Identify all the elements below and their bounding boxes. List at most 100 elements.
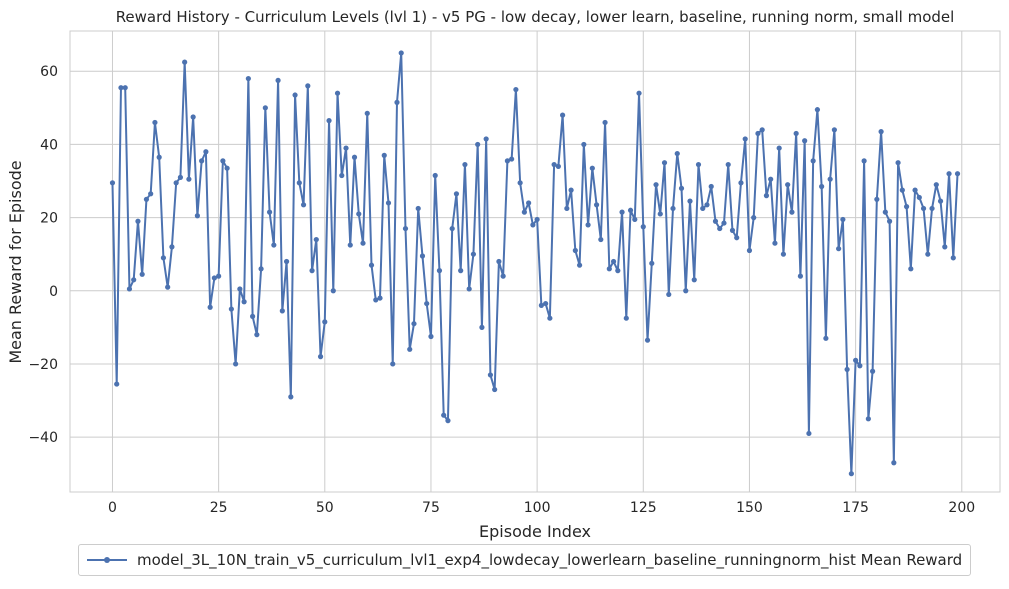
data-point bbox=[844, 366, 850, 373]
data-point bbox=[848, 471, 854, 477]
data-point bbox=[114, 381, 120, 387]
data-point bbox=[593, 202, 600, 208]
data-point bbox=[160, 255, 167, 261]
data-point bbox=[606, 266, 612, 272]
data-point bbox=[610, 258, 617, 265]
data-point bbox=[419, 253, 426, 259]
legend-label: model_3L_10N_train_v5_curriculum_lvl1_ex… bbox=[137, 551, 963, 569]
data-point bbox=[704, 202, 710, 208]
data-point bbox=[772, 240, 778, 246]
data-point bbox=[674, 150, 680, 157]
data-point bbox=[224, 165, 230, 171]
x-axis-label: Episode Index bbox=[479, 522, 591, 541]
y-tick-label: 40 bbox=[40, 137, 58, 153]
x-tick-label: 25 bbox=[210, 500, 228, 516]
data-point bbox=[768, 176, 774, 182]
data-point bbox=[538, 302, 544, 308]
data-point bbox=[589, 165, 595, 171]
data-point bbox=[211, 275, 217, 281]
data-point bbox=[861, 158, 867, 164]
x-tick-label: 175 bbox=[842, 500, 869, 516]
data-point bbox=[517, 180, 523, 186]
data-point bbox=[186, 176, 192, 182]
data-point bbox=[802, 138, 808, 144]
data-point bbox=[806, 430, 812, 437]
data-point bbox=[199, 158, 205, 164]
data-point bbox=[305, 83, 311, 89]
data-point bbox=[823, 335, 829, 341]
data-point bbox=[712, 218, 719, 224]
data-point bbox=[466, 286, 472, 292]
data-point bbox=[763, 193, 770, 199]
data-point bbox=[385, 200, 392, 206]
data-point bbox=[725, 161, 731, 168]
data-point bbox=[296, 180, 302, 186]
series-markers bbox=[109, 50, 961, 477]
data-point bbox=[729, 227, 736, 233]
data-point bbox=[309, 268, 315, 274]
data-point bbox=[356, 211, 362, 217]
data-point bbox=[780, 251, 787, 257]
data-point bbox=[687, 198, 693, 204]
data-point bbox=[878, 129, 884, 135]
data-point bbox=[882, 209, 888, 215]
data-point bbox=[751, 215, 757, 221]
data-point bbox=[254, 332, 260, 338]
data-point bbox=[691, 277, 697, 283]
data-point bbox=[109, 180, 116, 186]
data-point bbox=[216, 273, 222, 279]
data-point bbox=[262, 105, 268, 111]
data-point bbox=[233, 361, 239, 367]
data-point bbox=[925, 251, 931, 257]
data-point bbox=[283, 258, 290, 265]
data-point bbox=[920, 205, 927, 212]
data-point bbox=[470, 251, 477, 257]
data-point bbox=[368, 262, 375, 268]
data-point bbox=[220, 158, 226, 164]
data-point bbox=[793, 130, 799, 137]
data-point bbox=[602, 119, 608, 126]
data-point bbox=[649, 260, 655, 266]
x-tick-label: 125 bbox=[630, 500, 657, 516]
y-axis-label: Mean Reward for Episode bbox=[6, 160, 25, 363]
data-point bbox=[903, 204, 910, 210]
data-point bbox=[458, 268, 464, 274]
data-point bbox=[683, 288, 689, 294]
data-point bbox=[165, 284, 171, 290]
data-point bbox=[500, 273, 506, 279]
data-point bbox=[721, 220, 727, 226]
data-point bbox=[317, 354, 324, 360]
plot-frame bbox=[69, 30, 1001, 493]
data-point bbox=[139, 271, 145, 277]
data-point bbox=[173, 180, 179, 186]
legend: model_3L_10N_train_v5_curriculum_lvl1_ex… bbox=[78, 544, 971, 576]
data-point bbox=[560, 112, 566, 118]
data-point bbox=[819, 183, 825, 190]
x-tick-label: 75 bbox=[422, 500, 440, 516]
data-point bbox=[509, 156, 515, 162]
data-point bbox=[912, 187, 918, 193]
data-point bbox=[479, 324, 485, 330]
data-point bbox=[475, 141, 481, 148]
data-point bbox=[441, 412, 447, 418]
data-point bbox=[207, 304, 213, 310]
data-point bbox=[462, 161, 468, 168]
data-point bbox=[632, 216, 638, 223]
data-point bbox=[373, 297, 379, 303]
data-point bbox=[797, 273, 804, 279]
data-point bbox=[644, 337, 651, 343]
data-point bbox=[865, 416, 871, 422]
data-point bbox=[271, 242, 277, 248]
data-point bbox=[755, 130, 761, 137]
data-point bbox=[870, 368, 876, 374]
data-point bbox=[326, 118, 332, 124]
y-tick-label: 0 bbox=[49, 284, 58, 300]
data-point bbox=[759, 127, 765, 133]
data-point bbox=[886, 218, 893, 224]
data-point bbox=[874, 196, 880, 202]
data-point bbox=[169, 244, 175, 250]
data-point bbox=[241, 299, 247, 305]
data-point bbox=[245, 75, 251, 82]
